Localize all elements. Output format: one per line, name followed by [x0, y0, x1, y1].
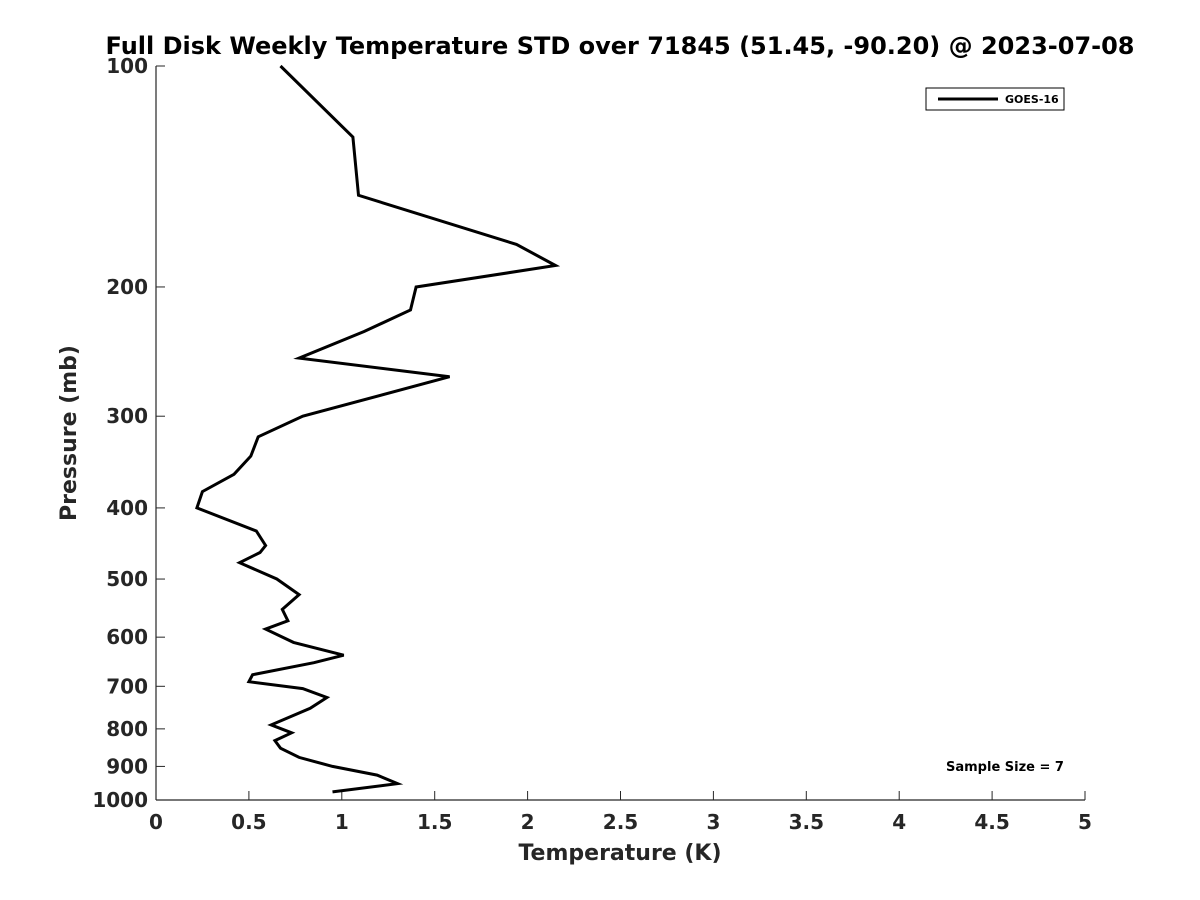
- y-tick-label-3: 400: [106, 496, 148, 520]
- x-tick-label-3: 1.5: [417, 810, 452, 834]
- x-tick-label-8: 4: [892, 810, 906, 834]
- y-tick-label-2: 300: [106, 404, 148, 428]
- y-tick-label-5: 600: [106, 625, 148, 649]
- y-tick-label-9: 1000: [92, 788, 148, 812]
- sample-size-annotation: Sample Size = 7: [946, 760, 1064, 775]
- y-tick-label-4: 500: [106, 567, 148, 591]
- series-line-0: [195, 64, 561, 794]
- x-tick-label-6: 3: [706, 810, 720, 834]
- chart-title: Full Disk Weekly Temperature STD over 71…: [106, 32, 1135, 60]
- x-tick-label-4: 2: [521, 810, 535, 834]
- series: [195, 64, 561, 794]
- x-tick-label-1: 0.5: [231, 810, 266, 834]
- y-tick-label-7: 800: [106, 717, 148, 741]
- legend: GOES-16: [925, 87, 1065, 111]
- x-tick-label-7: 3.5: [789, 810, 824, 834]
- x-tick-label-2: 1: [335, 810, 349, 834]
- x-tick-label-10: 5: [1078, 810, 1092, 834]
- y-tick-label-8: 900: [106, 754, 148, 778]
- x-tick-label-5: 2.5: [603, 810, 638, 834]
- y-tick-label-6: 700: [106, 674, 148, 698]
- legend-label: GOES-16: [1005, 93, 1059, 106]
- ticks: 0 0.5 1 1.5 2 2.5 3 3.5 4 4.5 5 100 200 300 400 500 600 7…: [92, 54, 1092, 834]
- y-tick-label-0: 100: [106, 54, 148, 78]
- x-axis-label: Temperature (K): [518, 841, 721, 866]
- x-tick-label-0: 0: [149, 810, 163, 834]
- y-axis-label: Pressure (mb): [57, 345, 82, 521]
- y-tick-label-1: 200: [106, 275, 148, 299]
- x-tick-label-9: 4.5: [974, 810, 1009, 834]
